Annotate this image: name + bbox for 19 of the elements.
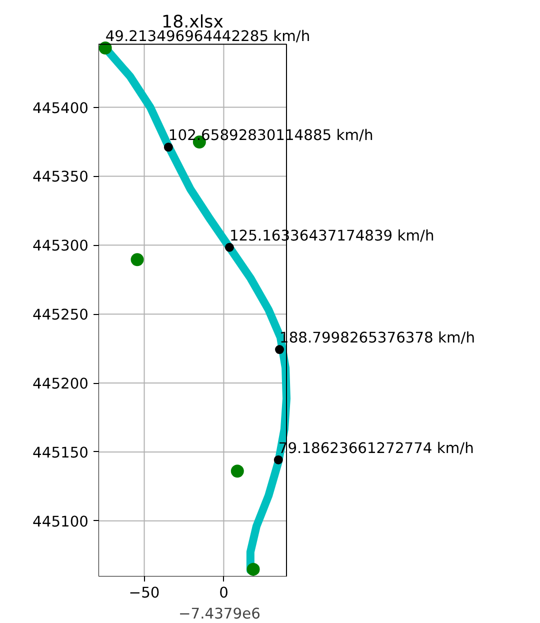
x-axis-title: −7.4379e6 xyxy=(178,606,260,622)
y-tick-label: 445200 xyxy=(32,376,89,393)
y-tick-label: 445300 xyxy=(32,238,89,255)
point xyxy=(274,455,283,464)
y-tick-label: 445250 xyxy=(32,306,89,324)
point xyxy=(98,42,112,54)
y-tick-label: 445150 xyxy=(32,444,89,462)
y-tick-label: 445400 xyxy=(32,100,89,117)
y-tick-label: 445100 xyxy=(32,513,89,530)
point xyxy=(230,464,244,478)
point xyxy=(275,345,284,354)
x-tick-label: −50 xyxy=(128,584,160,602)
point xyxy=(224,242,234,252)
point xyxy=(246,562,260,576)
y-tick-label: 445350 xyxy=(32,168,89,186)
x-tick-label: 0 xyxy=(219,584,228,602)
point xyxy=(130,253,144,266)
annotation: 49.213496964442285 km/h xyxy=(105,28,310,45)
point xyxy=(164,142,173,152)
